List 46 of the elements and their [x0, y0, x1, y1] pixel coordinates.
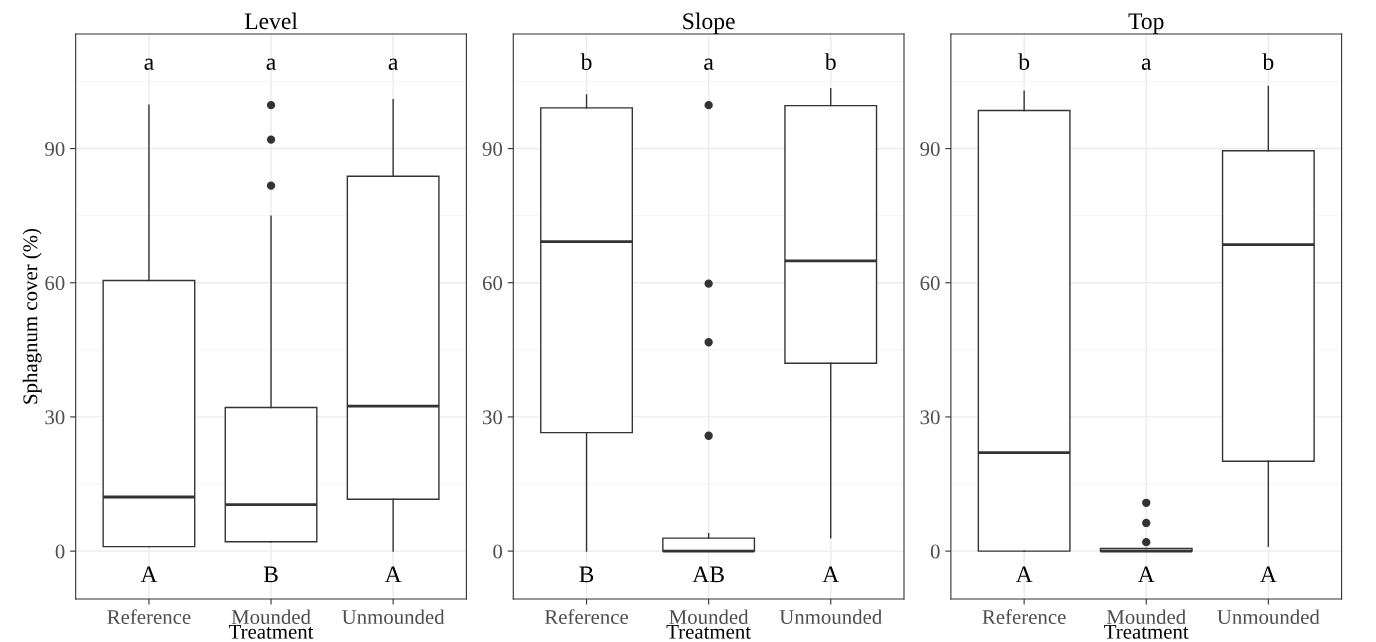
y-tick-label: 90 — [482, 141, 503, 156]
annotation: a — [388, 58, 399, 70]
x-tick-label: Unmounded — [779, 609, 882, 625]
x-axis-title: Treatment — [228, 624, 314, 639]
annotation: b — [1262, 53, 1274, 70]
y-tick-label: 90 — [45, 141, 65, 156]
x-axis-title: Treatment — [666, 624, 751, 639]
annotation: b — [1018, 53, 1030, 70]
annotation: B — [263, 566, 278, 583]
annotation: a — [1141, 58, 1152, 70]
y-tick-label: 0 — [55, 544, 65, 559]
annotation: A — [1260, 566, 1277, 583]
y-tick-label: 60 — [920, 276, 940, 291]
annotation: b — [824, 53, 836, 70]
annotation: A — [822, 566, 840, 583]
annotation: b — [580, 53, 592, 70]
y-tick-label: 0 — [930, 544, 940, 559]
x-tick-label: Reference — [982, 609, 1066, 625]
x-axis-title: Treatment — [1104, 624, 1189, 639]
annotation: A — [384, 566, 402, 583]
annotation: AB — [692, 566, 724, 583]
x-tick-label: Unmounded — [1217, 609, 1320, 625]
annotation: A — [1137, 566, 1155, 583]
y-tick-label: 0 — [493, 544, 503, 559]
x-tick-label: Reference — [107, 609, 191, 625]
y-axis-title: Sphagnum cover (%) — [22, 228, 42, 404]
x-tick-label: Mounded — [231, 609, 311, 625]
annotation: a — [144, 58, 154, 70]
annotation: B — [579, 566, 594, 583]
x-tick-label: Reference — [544, 609, 629, 625]
y-tick-label: 30 — [45, 410, 65, 425]
y-tick-label: 60 — [482, 276, 503, 291]
y-tick-label: 90 — [920, 141, 940, 156]
chart-title: Slope — [683, 12, 735, 35]
annotation: a — [266, 58, 276, 70]
annotation: a — [704, 58, 714, 70]
chart-title: Top — [1128, 13, 1164, 35]
x-tick-label: Unmounded — [342, 609, 445, 625]
x-tick-label: Mounded — [1106, 609, 1186, 625]
annotation: A — [1015, 566, 1033, 583]
y-tick-label: 60 — [45, 276, 65, 291]
chart-title: Level — [244, 12, 298, 30]
y-tick-label: 30 — [920, 410, 940, 425]
x-tick-label: Mounded — [669, 609, 749, 625]
y-tick-label: 30 — [483, 410, 503, 425]
annotation: A — [140, 566, 158, 583]
